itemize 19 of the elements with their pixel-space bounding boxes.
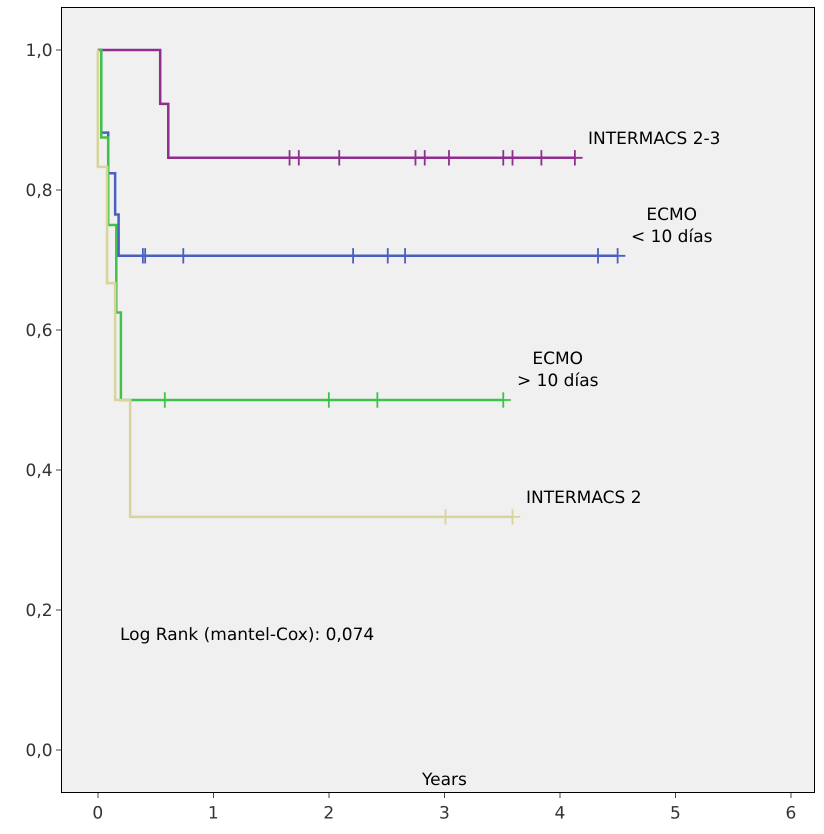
y-tick-label: 0,0 (26, 740, 53, 761)
x-tick-label: 1 (208, 803, 219, 824)
x-tick-label: 5 (670, 803, 681, 824)
annotation: Log Rank (mantel-Cox): 0,074 (120, 625, 374, 645)
y-tick-label: 0,4 (26, 460, 53, 481)
x-tick-label: 0 (92, 803, 104, 824)
y-tick-label: 0,8 (26, 180, 53, 201)
series-label: ECMO < 10 días (631, 205, 713, 248)
x-axis-title: Years (421, 770, 467, 790)
x-tick-label: 4 (554, 803, 566, 824)
y-tick-label: 0,2 (26, 600, 53, 621)
series-label: INTERMACS 2-3 (588, 129, 720, 149)
y-tick-label: 0,6 (26, 320, 53, 341)
y-tick-label: 1,0 (26, 40, 53, 61)
x-tick-label: 2 (323, 803, 334, 824)
series-label: ECMO > 10 días (517, 349, 599, 392)
series-label: INTERMACS 2 (526, 488, 642, 508)
x-tick-label: 3 (438, 803, 450, 824)
x-tick-label: 6 (785, 803, 796, 824)
